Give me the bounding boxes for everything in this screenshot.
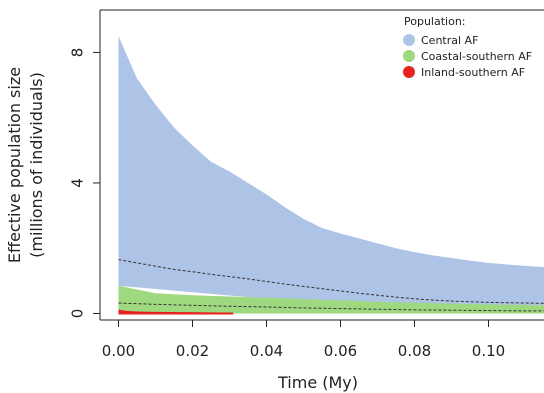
- ticks: 0.00 0.02 0.04 0.06 0.08 0.10 0 4 8: [69, 48, 506, 360]
- legend-label-central: Central AF: [421, 34, 478, 47]
- y-tick-label: 0: [69, 309, 87, 319]
- y-tick-label: 4: [69, 178, 87, 188]
- band-central-af: [118, 36, 544, 306]
- x-tick-label: 0.00: [102, 342, 135, 360]
- legend-swatch-central: [403, 34, 415, 46]
- band-inland-southern-af: [118, 309, 234, 315]
- axes: [99, 9, 544, 321]
- x-axis-label: Time (My): [277, 373, 358, 392]
- x-tick-label: 0.08: [398, 342, 431, 360]
- legend: Population: Central AF Coastal-southern …: [403, 15, 532, 79]
- x-tick-label: 0.06: [324, 342, 357, 360]
- median-line-coastal-southern-af: [118, 302, 544, 312]
- x-tick-label: 0.04: [250, 342, 283, 360]
- legend-label-inland: Inland-southern AF: [421, 66, 525, 79]
- median-line-central-af: [118, 259, 544, 304]
- legend-title: Population:: [404, 15, 466, 28]
- legend-swatch-coastal: [403, 50, 415, 62]
- x-tick-label: 0.02: [176, 342, 209, 360]
- x-tick-label: 0.10: [472, 342, 505, 360]
- y-axis-label-line1: Effective population size: [5, 67, 24, 263]
- plot-area: [118, 36, 544, 315]
- y-tick-label: 8: [69, 48, 87, 58]
- legend-label-coastal: Coastal-southern AF: [421, 50, 532, 63]
- legend-swatch-inland: [403, 66, 415, 78]
- y-axis-label-line2: (millions of individuals): [27, 72, 46, 258]
